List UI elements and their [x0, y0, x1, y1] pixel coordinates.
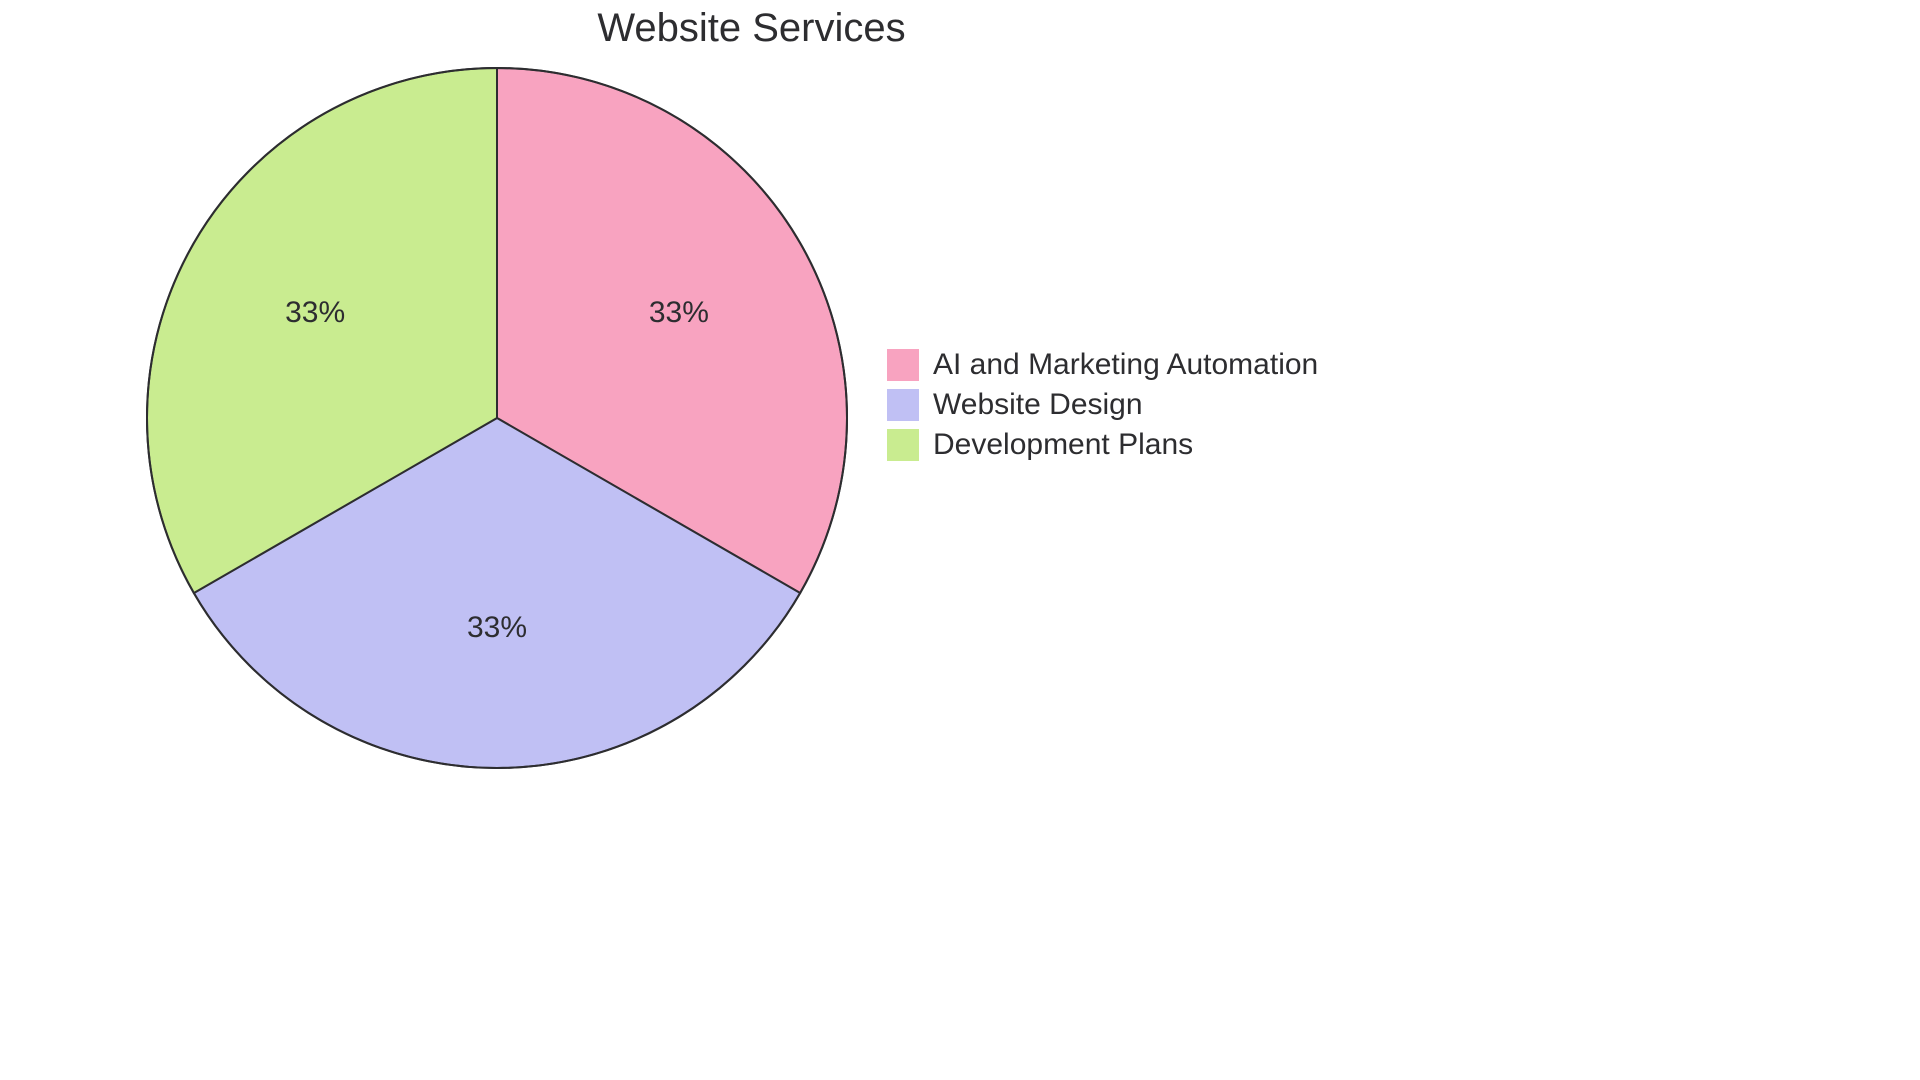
legend-swatch: [887, 429, 919, 461]
legend-label: Development Plans: [933, 428, 1193, 462]
legend-item: AI and Marketing Automation: [887, 348, 1318, 382]
legend-item: Website Design: [887, 388, 1318, 422]
slice-percent-label: 33%: [467, 611, 527, 645]
legend: AI and Marketing Automation Website Desig…: [887, 348, 1318, 468]
legend-swatch: [887, 349, 919, 381]
legend-label: Website Design: [933, 388, 1143, 422]
pie-chart: Website Services 33%33%33% AI and Market…: [0, 0, 1503, 814]
slice-percent-label: 33%: [285, 296, 345, 330]
slice-percent-label: 33%: [649, 296, 709, 330]
legend-item: Development Plans: [887, 428, 1318, 462]
legend-label: AI and Marketing Automation: [933, 348, 1318, 382]
legend-swatch: [887, 389, 919, 421]
